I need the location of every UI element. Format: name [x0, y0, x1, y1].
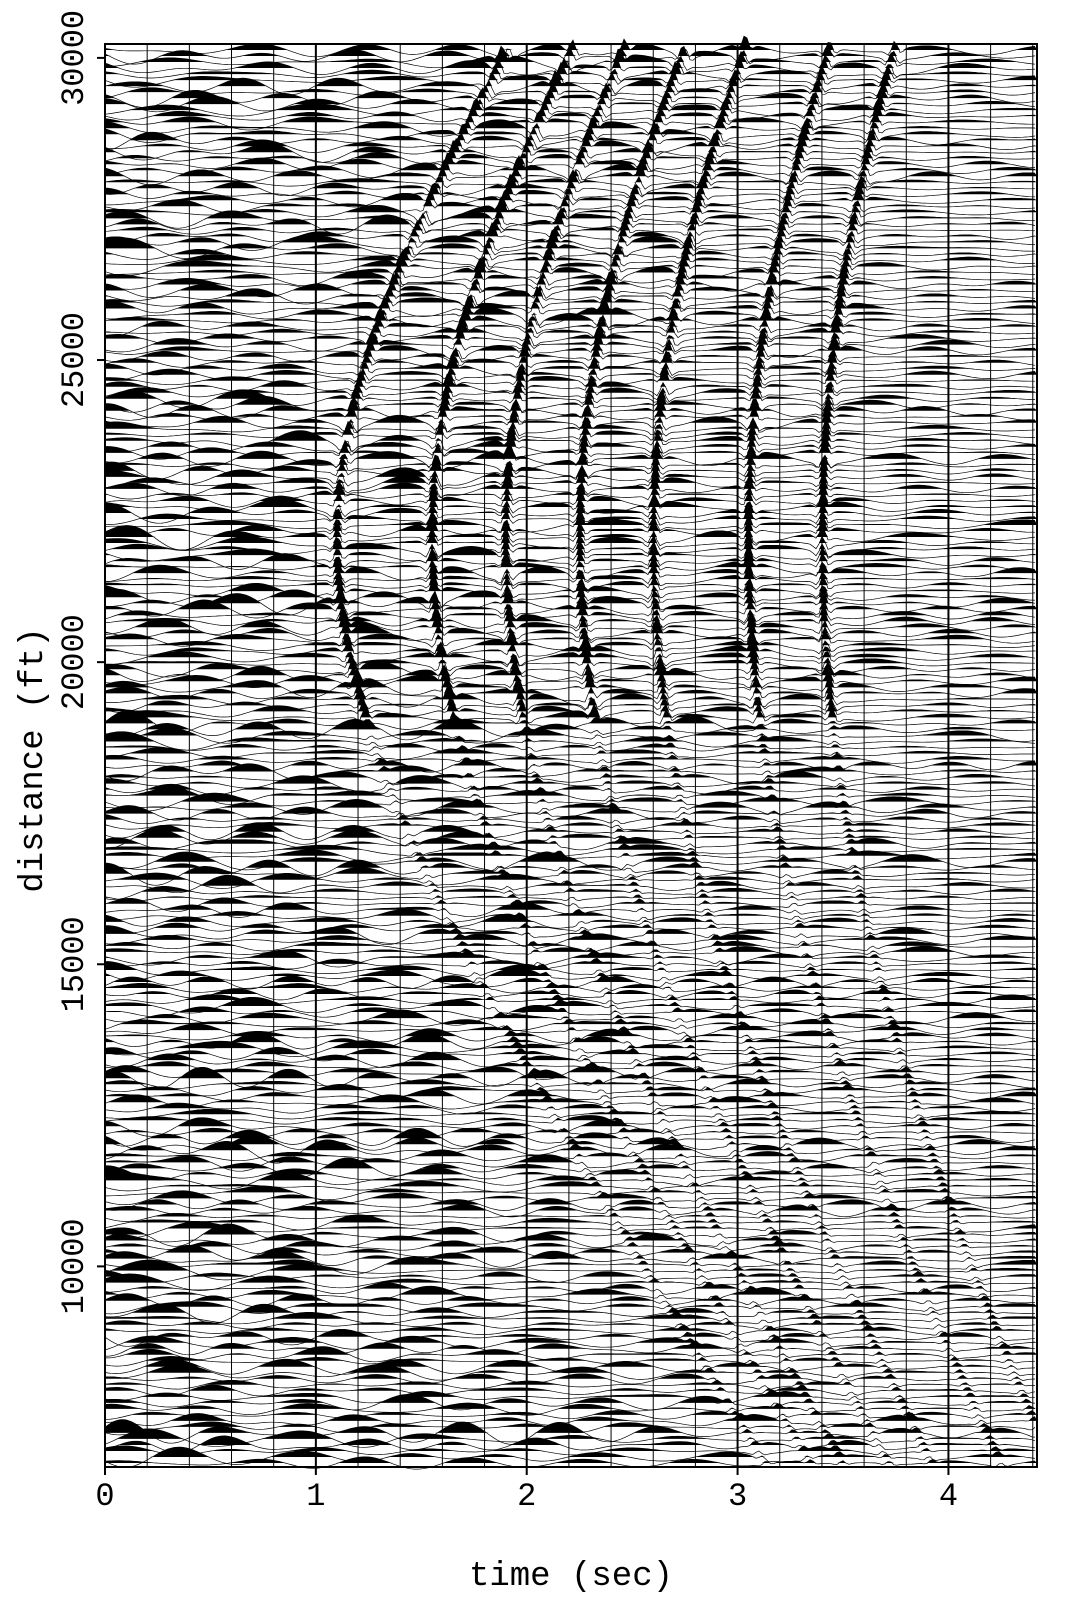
wiggle-fill [105, 1103, 1037, 1108]
wiggle-fill [105, 208, 1037, 219]
wiggle-fill [105, 105, 1037, 116]
wiggle-trace [105, 829, 1035, 848]
wiggle-trace [105, 1186, 1035, 1200]
wiggle-trace [105, 1329, 1035, 1346]
wiggle-trace [105, 434, 1035, 456]
wiggle-trace [105, 405, 1035, 422]
wiggle-fill [105, 1286, 1037, 1294]
wiggle-trace [105, 1084, 1035, 1097]
wiggle-trace [105, 417, 1035, 436]
y-tick-label: 10000 [56, 1218, 93, 1314]
wiggle-texture [105, 36, 1037, 1469]
wiggle-trace [105, 1240, 1035, 1253]
wiggle-trace [105, 1320, 1035, 1329]
wiggle-fill [105, 1005, 1037, 1012]
wiggle-trace [105, 1251, 1035, 1268]
wiggle-fill [105, 1186, 1037, 1192]
wiggle-trace [105, 776, 1035, 793]
wiggle-trace [105, 1282, 1035, 1294]
wiggle-fill [105, 1234, 1037, 1241]
wiggle-fill [105, 388, 1037, 399]
wiggle-trace [105, 1234, 1035, 1248]
wiggle-trace [105, 330, 1035, 352]
wiggle-fill [105, 58, 1037, 68]
wiggle-fill [105, 700, 1037, 712]
wiggle-fill [105, 1109, 1037, 1114]
y-axis-label: distance (ft) [15, 627, 53, 892]
x-tick-label: 3 [728, 1478, 747, 1515]
chart: 0 1 2 3 4 10000 15000 20000 25000 30000 time (sec… [0, 0, 1068, 1615]
wiggle-fill [105, 718, 1037, 730]
y-tick-label: 30000 [56, 10, 93, 106]
wiggle-fill [105, 1320, 1037, 1324]
wiggle-trace [105, 1390, 1035, 1404]
wiggle-trace [105, 684, 1035, 711]
x-tick-label: 2 [517, 1478, 536, 1515]
wiggle-trace [105, 1446, 1035, 1455]
wiggle-fill [105, 982, 1037, 988]
x-tick-label: 0 [95, 1478, 114, 1515]
y-tick-label: 25000 [56, 312, 93, 408]
y-tick-label: 15000 [56, 916, 93, 1012]
wiggle-fill [105, 286, 1037, 296]
x-tick-label: 1 [306, 1478, 325, 1515]
wiggle-fill [105, 1204, 1037, 1211]
wiggle-trace [105, 271, 1035, 292]
wiggle-fill [105, 562, 1037, 573]
wiggle-fill [105, 345, 1037, 357]
wiggle-fill [105, 493, 1037, 507]
x-tick-label: 4 [939, 1478, 958, 1515]
wiggle-trace [105, 787, 1035, 804]
y-tick-label: 20000 [56, 614, 93, 710]
wiggle-trace [105, 1403, 1035, 1415]
wiggle-fill [105, 1078, 1037, 1084]
wiggle-fill [105, 893, 1037, 897]
page: 0 1 2 3 4 10000 15000 20000 25000 30000 time (sec… [0, 0, 1068, 1615]
wiggle-trace [105, 799, 1035, 816]
wiggle-fill [105, 909, 1037, 916]
wiggle-trace [105, 1304, 1035, 1323]
wiggle-trace [105, 1312, 1035, 1324]
wiggle-fill [105, 975, 1037, 982]
wiggle-trace [105, 968, 1035, 984]
wiggle-trace [105, 926, 1035, 945]
wiggle-trace [105, 743, 1035, 753]
wiggle-trace [105, 1172, 1035, 1189]
wiggle-trace [105, 613, 1035, 635]
wiggle-trace [105, 425, 1035, 442]
x-axis-label: time (sec) [469, 1558, 673, 1596]
wiggle-trace [105, 746, 1035, 760]
wiggle-fill [105, 1300, 1037, 1307]
wiggle-trace [105, 914, 1035, 928]
wiggle-fill [105, 1245, 1037, 1252]
wiggle-fill [105, 1385, 1037, 1391]
wiggle-trace [105, 554, 1035, 576]
wiggle-fill [105, 1312, 1037, 1319]
